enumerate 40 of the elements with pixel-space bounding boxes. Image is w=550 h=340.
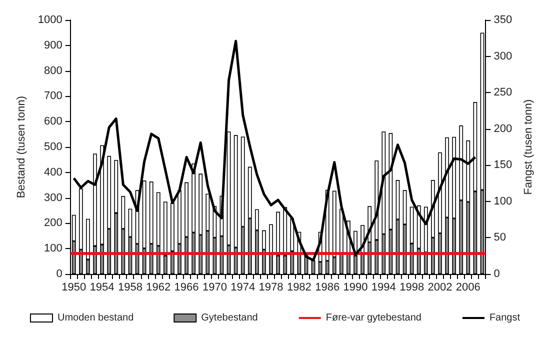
- x-tick-label: 2002: [428, 282, 452, 294]
- x-tick-label: 1958: [118, 282, 142, 294]
- x-tick-label: 1966: [174, 282, 199, 294]
- x-tick-label: 1974: [230, 282, 256, 294]
- y2-tick-label: 150: [494, 159, 512, 172]
- y-tick-label: 0: [56, 268, 62, 280]
- y-tick-label: 800: [44, 64, 62, 77]
- y-tick-label: 500: [44, 141, 62, 153]
- y-tick-label: 600: [44, 116, 62, 128]
- y2-tick-label: 100: [494, 195, 512, 208]
- x-tick-label: 1950: [62, 282, 86, 294]
- y2-tick-label: 250: [494, 86, 512, 99]
- x-tick-label: 1990: [343, 282, 368, 294]
- y2-tick-label: 350: [494, 14, 512, 26]
- x-tick-label: 1986: [315, 282, 340, 294]
- x-tick-label: 1970: [202, 282, 227, 294]
- x-tick-label: 1994: [371, 282, 396, 294]
- legend-label: Umoden bestand: [57, 312, 134, 324]
- y-tick-label: 900: [44, 39, 62, 52]
- y-tick-label: 100: [44, 242, 62, 255]
- y-tick-label: 200: [44, 217, 62, 230]
- x-tick-label: 1978: [258, 282, 284, 294]
- x-tick-label: 1962: [146, 282, 171, 294]
- x-tick-label: 1954: [90, 282, 114, 294]
- y-tick-label: 700: [44, 90, 62, 102]
- y-axis-title: Bestand (tusen tonn): [16, 96, 28, 198]
- x-tick-label: 1982: [286, 282, 312, 294]
- x-tick-label: 1998: [400, 282, 424, 294]
- y2-tick-label: 0: [494, 268, 500, 280]
- y2-tick-label: 50: [494, 232, 506, 244]
- y-tick-label: 300: [44, 192, 62, 204]
- y-tick-label: 1000: [38, 14, 62, 26]
- y2-tick-label: 200: [494, 122, 512, 135]
- legend-label: Gytebestand: [201, 312, 258, 324]
- y-tick-label: 400: [44, 166, 62, 178]
- y2-axis-title: Fangst (tusen tonn): [522, 99, 534, 195]
- x-tick-label: 2006: [456, 282, 480, 294]
- legend-label: Fangst: [489, 312, 520, 324]
- legend-label: Føre-var gytebestand: [326, 312, 422, 324]
- y2-tick-label: 300: [494, 50, 512, 62]
